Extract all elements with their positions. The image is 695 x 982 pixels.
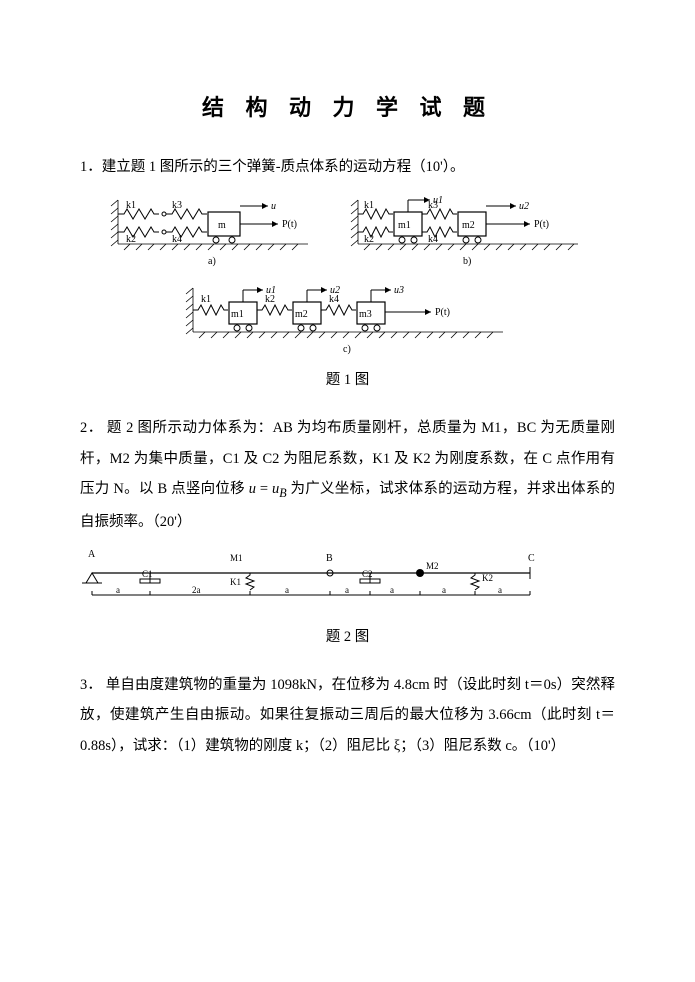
dim-2a: 2a bbox=[192, 585, 201, 595]
diagram-1a: k1 k3 k2 k4 m u P(t) bbox=[108, 192, 318, 272]
lbl-u3-c: u3 bbox=[394, 285, 404, 296]
lbl-M2: M2 bbox=[426, 561, 439, 571]
lbl-u2-b: u2 bbox=[519, 201, 529, 212]
dim-a5: a bbox=[442, 585, 446, 595]
lbl-K1: K1 bbox=[230, 577, 241, 587]
question-3-text: 3． 单自由度建筑物的重量为 1098kN，在位移为 4.8cm 时（设此时刻 … bbox=[80, 670, 615, 761]
lbl-k1-a: k1 bbox=[126, 200, 136, 211]
figure-1-caption: 题 1 图 bbox=[80, 368, 615, 389]
lbl-k3-a: k3 bbox=[172, 200, 182, 211]
lbl-m3-c: m3 bbox=[359, 309, 372, 320]
lbl-A: A bbox=[88, 549, 96, 560]
lbl-m2-c: m2 bbox=[295, 309, 308, 320]
lbl-m1-c: m1 bbox=[231, 309, 244, 320]
diagram-1b: k1 k2 m1 u1 k3 k4 m2 u2 bbox=[348, 192, 588, 272]
lbl-k4-b: k4 bbox=[428, 234, 438, 245]
lbl-m1-b: m1 bbox=[398, 220, 411, 231]
dim-a2: a bbox=[285, 585, 289, 595]
dimensions: a 2a a a a a a bbox=[92, 585, 530, 595]
figure-2: A C1 M1 K1 B C2 M2 bbox=[80, 547, 615, 617]
lbl-C2: C2 bbox=[362, 569, 373, 579]
lbl-k1-b: k1 bbox=[364, 200, 374, 211]
lbl-cap-c: c) bbox=[343, 344, 351, 355]
lbl-B: B bbox=[326, 553, 333, 564]
lbl-P-b: P(t) bbox=[534, 219, 549, 230]
question-2-text: 2． 题 2 图所示动力体系为：AB 为均布质量刚杆，总质量为 M1，BC 为无… bbox=[80, 413, 615, 537]
q2-run: 2． 题 2 图所示动力体系为：AB 为均布质量刚杆，总质量为 M1，BC 为无… bbox=[80, 420, 615, 529]
lbl-K2: K2 bbox=[482, 573, 493, 583]
figure-1-row-ab: k1 k3 k2 k4 m u P(t) bbox=[80, 192, 615, 272]
lbl-k2-a: k2 bbox=[126, 234, 136, 245]
lbl-C: C bbox=[528, 553, 535, 564]
lbl-k2-c: k2 bbox=[265, 294, 275, 305]
lbl-P-c: P(t) bbox=[435, 307, 450, 318]
page-content: 结 构 动 力 学 试 题 1．建立题 1 图所示的三个弹簧-质点体系的运动方程… bbox=[0, 0, 695, 821]
lbl-k1-c: k1 bbox=[201, 294, 211, 305]
svg-text:k4: k4 bbox=[172, 234, 182, 245]
figure-2-caption: 题 2 图 bbox=[80, 625, 615, 646]
dim-a1: a bbox=[116, 585, 120, 595]
lbl-k4-a: k4 bbox=[172, 234, 182, 245]
svg-text:k1: k1 bbox=[126, 200, 136, 211]
lbl-u-a: u bbox=[271, 201, 276, 212]
dim-a6: a bbox=[498, 585, 502, 595]
page-title: 结 构 动 力 学 试 题 bbox=[80, 90, 615, 122]
figure-1: k1 k3 k2 k4 m u P(t) bbox=[80, 192, 615, 360]
lbl-k3-b: k3 bbox=[428, 200, 438, 211]
question-1-text: 1．建立题 1 图所示的三个弹簧-质点体系的运动方程（10'）。 bbox=[80, 152, 615, 182]
lbl-C1: C1 bbox=[142, 569, 153, 579]
lbl-M1: M1 bbox=[230, 553, 243, 563]
diagram-2: A C1 M1 K1 B C2 M2 bbox=[80, 547, 580, 617]
lbl-m-a: m bbox=[218, 220, 226, 231]
lbl-k2-b: k2 bbox=[364, 234, 374, 245]
lbl-k4-c: k4 bbox=[329, 294, 339, 305]
figure-1-row-c: k1 m1 u1 k2 m2 u2 k4 m3 bbox=[80, 280, 615, 360]
lbl-m2-b: m2 bbox=[462, 220, 475, 231]
lbl-P-a: P(t) bbox=[282, 219, 297, 230]
dim-a3: a bbox=[345, 585, 349, 595]
dim-a4: a bbox=[390, 585, 394, 595]
lbl-cap-b: b) bbox=[463, 256, 471, 267]
lbl-cap-a: a) bbox=[208, 256, 216, 267]
svg-text:k2: k2 bbox=[126, 234, 136, 245]
diagram-1c: k1 m1 u1 k2 m2 u2 k4 m3 bbox=[183, 280, 513, 360]
svg-text:k3: k3 bbox=[172, 200, 182, 211]
